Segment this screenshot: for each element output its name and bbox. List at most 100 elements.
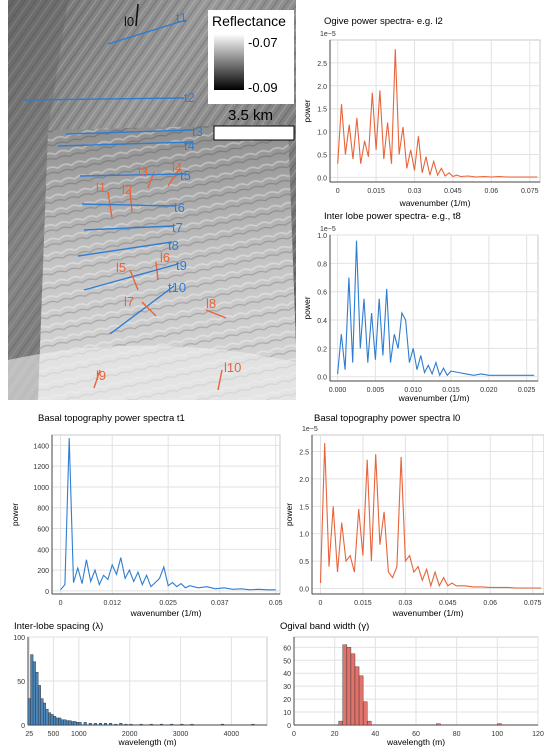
- profile-label-l0: l0: [124, 14, 134, 29]
- histogram-bar: [104, 723, 108, 726]
- histogram-bar: [50, 714, 54, 726]
- colorbar-title: Reflectance: [212, 13, 286, 29]
- profile-label-t9: t9: [176, 258, 187, 273]
- histogram-bar: [139, 723, 143, 726]
- x-axis-label: wavenumber (1/m): [398, 393, 470, 403]
- x-tick-label: 0.05: [269, 600, 283, 607]
- x-tick-label: 120: [532, 731, 544, 738]
- x-tick-label: 4000: [224, 731, 240, 738]
- histogram-bar: [63, 719, 67, 726]
- profile-line-t10: [109, 285, 175, 335]
- x-tick-label: 0.015: [367, 188, 385, 195]
- map-panel: Reflectance -0.07 -0.09 3.5 km l0 t1 t2 t3 t…: [8, 0, 296, 400]
- profile-label-l3: l3: [138, 164, 148, 179]
- histogram-bar: [129, 723, 133, 726]
- x-tick-label: 40: [371, 731, 379, 738]
- x-tick-label: 1000: [71, 731, 87, 738]
- y-tick-label: 2.0: [317, 84, 327, 91]
- histogram-bar: [27, 698, 31, 726]
- x-tick-label: 0.045: [439, 600, 457, 607]
- histogram-bar: [149, 723, 153, 726]
- chart-c5: 25 500 1000 2000 3000 4000 0 50 100 Inter-lobe sp…: [13, 621, 268, 747]
- y-tick-label: 800: [37, 506, 49, 513]
- x-tick-label: 0.020: [480, 387, 498, 394]
- y-tick-label: 0.0: [299, 587, 309, 594]
- chart-title: Inter-lobe spacing (λ): [14, 621, 103, 632]
- y-tick-label: 50: [17, 679, 25, 686]
- histogram-bar: [83, 722, 87, 726]
- profile-label-t1: t1: [176, 10, 187, 25]
- y-tick-label: 0.0: [317, 175, 327, 182]
- exponent-label: 1e−5: [302, 426, 318, 433]
- profile-label-t7: t7: [172, 220, 183, 235]
- y-tick-label: 60: [283, 645, 291, 652]
- histogram-bar: [35, 672, 39, 726]
- chart-title: Ogival band width (γ): [280, 621, 369, 632]
- x-tick-label: 0.025: [518, 387, 536, 394]
- x-axis-label: wavenumber (1/m): [399, 198, 471, 208]
- profile-label-t6: t6: [174, 200, 185, 215]
- y-tick-label: 1.0: [299, 532, 309, 539]
- y-tick-label: 50: [283, 658, 291, 665]
- x-tick-label: 0.015: [354, 600, 372, 607]
- profile-line-l8: [205, 309, 227, 319]
- histogram-bar: [53, 715, 57, 726]
- histogram-bar: [98, 723, 102, 726]
- y-tick-label: 400: [37, 547, 49, 554]
- x-tick-label: 100: [491, 731, 503, 738]
- y-tick-label: 0: [287, 723, 291, 730]
- histogram-bar: [190, 723, 194, 726]
- x-tick-label: 25: [25, 731, 33, 738]
- histogram-bar: [366, 720, 372, 726]
- histogram-bar: [338, 720, 343, 726]
- profile-line-t2: [23, 97, 185, 101]
- x-tick-label: 0.012: [103, 600, 121, 607]
- histogram-bar: [32, 661, 36, 726]
- y-tick-label: 2.0: [299, 477, 309, 484]
- histogram-bar: [109, 723, 113, 726]
- profile-line-l7: [141, 301, 157, 317]
- y-tick-label: 0.5: [299, 559, 309, 566]
- profile-label-l10: l10: [224, 360, 241, 375]
- chart-c2: 0.000 0.005 0.010 0.015 0.020 0.025 0.0 0.2 0.4 0…: [302, 211, 539, 403]
- y-tick-label: 0: [21, 723, 25, 730]
- histogram-bar: [43, 702, 46, 726]
- profile-line-l10: [217, 369, 223, 391]
- profile-line-l4: [167, 167, 181, 187]
- histogram-bar: [160, 723, 163, 726]
- colorbar-max-label: -0.07: [248, 35, 278, 50]
- profile-label-l1: l1: [96, 180, 106, 195]
- y-tick-label: 0.6: [317, 290, 327, 297]
- chart-c1: 0 0.015 0.03 0.045 0.06 0.075 0.0 0.5 1.0 1.5 2.0 2…: [302, 16, 541, 208]
- histogram-bar: [362, 701, 368, 726]
- series-line: [319, 443, 542, 589]
- y-tick-label: 0.2: [317, 346, 327, 353]
- chart-ogival-band-width: 0 20 40 60 80 100 120 0 10 20 30 40 50 60 Ogival band …: [268, 615, 544, 754]
- y-tick-label: 40: [283, 671, 291, 678]
- profile-label-t10: t10: [168, 280, 186, 295]
- x-tick-label: 0.015: [442, 387, 460, 394]
- profile-label-l6: l6: [160, 250, 170, 265]
- exponent-label: 1e−5: [320, 226, 336, 233]
- y-axis-label: power: [284, 503, 294, 526]
- histogram-bar: [48, 712, 52, 726]
- histogram-bar: [30, 654, 34, 726]
- x-tick-label: 0: [292, 731, 296, 738]
- x-axis-label: wavenumber (1/m): [130, 608, 202, 618]
- histogram-bar: [221, 723, 224, 726]
- x-tick-label: 0.03: [399, 600, 413, 607]
- y-tick-label: 20: [283, 697, 291, 704]
- histogram-bar: [346, 647, 352, 726]
- profile-label-t4: t4: [184, 138, 195, 153]
- histogram-bar: [170, 723, 174, 726]
- profile-line-t7: [83, 225, 175, 231]
- series-line: [60, 438, 276, 591]
- y-tick-label: 1.5: [299, 504, 309, 511]
- x-tick-label: 0.010: [404, 387, 422, 394]
- chart-title: Inter lobe power spectra- e.g., t8: [324, 211, 461, 222]
- x-tick-label: 0.03: [408, 188, 422, 195]
- x-tick-label: 0.06: [485, 188, 499, 195]
- histogram-bar: [76, 722, 80, 726]
- y-tick-label: 0.5: [317, 153, 327, 160]
- y-tick-label: 0.4: [317, 318, 327, 325]
